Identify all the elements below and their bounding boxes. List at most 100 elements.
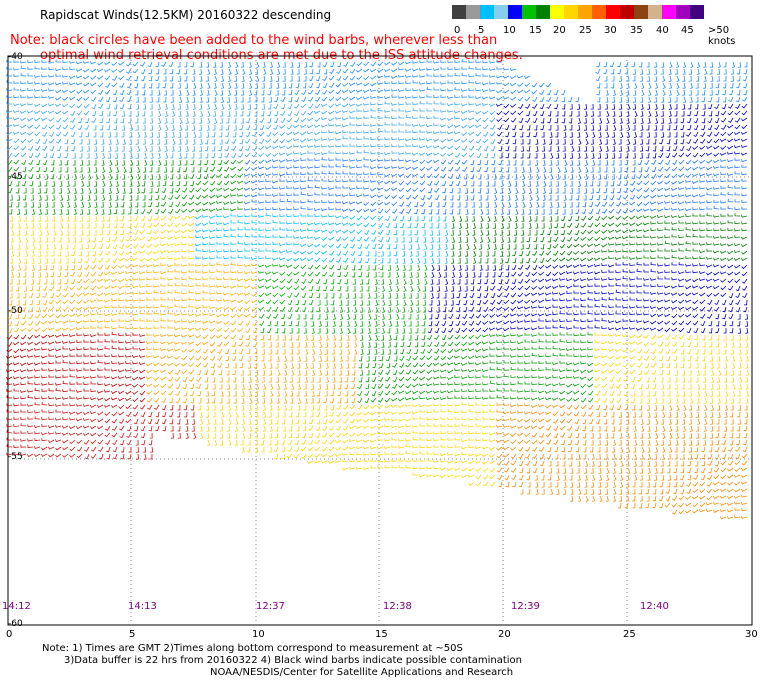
wind-barb (563, 124, 567, 131)
wind-barb (496, 346, 503, 350)
wind-barb (489, 306, 496, 312)
wind-barb (272, 299, 279, 305)
wind-barb (503, 110, 510, 116)
wind-barb (167, 282, 174, 287)
wind-barb (317, 313, 321, 320)
wind-barb (69, 306, 76, 312)
wind-barb (64, 152, 69, 159)
wind-barb (692, 285, 699, 289)
wind-barb (266, 313, 272, 319)
wind-barb (181, 249, 188, 253)
wind-barb (60, 229, 64, 236)
wind-barb (639, 131, 643, 138)
wind-barb (426, 355, 433, 360)
wind-barb (227, 89, 231, 96)
wind-barb (76, 368, 83, 372)
wind-barb (568, 117, 573, 124)
wind-barb (216, 241, 223, 245)
wind-barb (230, 313, 237, 319)
wind-barb (293, 285, 300, 291)
wind-barb (472, 271, 476, 278)
wind-barb (594, 290, 601, 294)
wind-barb (345, 299, 349, 306)
wind-barb (132, 243, 139, 249)
wind-barb (384, 122, 391, 126)
wind-barb (622, 341, 629, 346)
wind-barb (100, 201, 104, 208)
wind-barb (503, 82, 510, 87)
wind-barb (216, 214, 223, 218)
wind-barb (424, 243, 428, 250)
wind-barb (423, 250, 427, 257)
wind-barb (351, 264, 356, 271)
wind-barb (328, 96, 335, 102)
wind-barb (244, 306, 251, 311)
wind-barb (430, 250, 434, 257)
wind-barb (111, 383, 118, 387)
wind-barb (538, 325, 545, 329)
wind-barb (475, 334, 482, 340)
wind-barb (105, 96, 111, 103)
wind-barb (342, 229, 349, 234)
wind-barb (745, 383, 749, 390)
wind-barb (52, 208, 56, 215)
wind-barb (630, 383, 636, 390)
wind-barb (580, 361, 587, 365)
wind-barb (575, 215, 580, 222)
wind-barb (356, 108, 363, 112)
wind-barb (619, 124, 623, 131)
wind-barb (122, 138, 126, 145)
wind-barb (314, 236, 321, 240)
wind-barb (468, 355, 475, 360)
wind-barb (354, 348, 358, 355)
wind-barb (287, 110, 293, 117)
wind-barb (132, 305, 139, 309)
wind-barb (50, 173, 55, 180)
wind-barb (183, 180, 188, 187)
wind-barb (328, 214, 335, 218)
wind-barb (525, 257, 531, 264)
wind-barb (311, 334, 315, 341)
wind-barb (671, 152, 678, 158)
wind-barb (412, 194, 419, 200)
wind-barb (470, 159, 475, 166)
wind-barb (132, 277, 139, 281)
wind-barb (687, 124, 692, 131)
wind-barb (594, 229, 601, 234)
wind-barb (293, 192, 300, 196)
wind-barb (590, 110, 594, 117)
wind-barb (608, 291, 615, 295)
wind-barb (139, 310, 146, 315)
wind-barb (412, 383, 419, 388)
wind-barb (104, 361, 111, 365)
wind-barb (713, 221, 720, 225)
wind-barb (48, 103, 55, 107)
wind-barb (430, 285, 434, 292)
wind-barb (652, 152, 657, 159)
wind-barb (153, 333, 160, 337)
wind-barb (335, 200, 342, 204)
wind-barb (415, 250, 419, 257)
wind-barb (113, 208, 118, 215)
wind-barb (195, 229, 202, 233)
wind-barb (21, 180, 27, 187)
wind-barb (631, 376, 636, 383)
wind-barb (356, 89, 363, 93)
wind-barb (153, 362, 160, 367)
wind-barb (512, 250, 517, 257)
wind-barb (442, 306, 447, 313)
wind-barb (349, 110, 356, 114)
wind-barb (398, 74, 405, 78)
wind-barb (66, 208, 70, 215)
wind-barb (402, 264, 406, 271)
wind-barb (577, 117, 581, 124)
wind-barb (247, 355, 251, 362)
wind-barb (473, 250, 477, 257)
wind-barb (199, 117, 203, 124)
wind-barb (342, 143, 349, 147)
wind-barb (664, 299, 671, 303)
wind-barb (596, 61, 601, 68)
wind-barb (328, 137, 335, 141)
wind-barb (135, 195, 139, 201)
wind-barb (490, 138, 496, 145)
